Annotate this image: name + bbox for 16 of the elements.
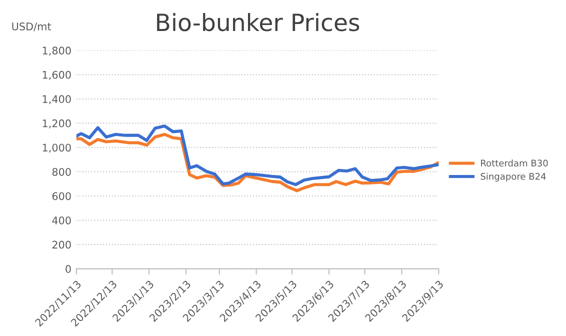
- line-series: [76, 132, 439, 192]
- legend-label: Rotterdam B30: [481, 160, 548, 167]
- y-tick-label: 1,200: [42, 119, 71, 128]
- y-tick-label: 800: [52, 168, 71, 176]
- y-tick-label: 0: [66, 265, 71, 273]
- y-tick-label: 1,600: [42, 70, 71, 80]
- y-tick-label: 1,000: [42, 144, 71, 153]
- y-tick-label: 600: [52, 192, 71, 200]
- chart-title: Bio-bunker Prices: [157, 13, 360, 32]
- y-tick-label: 1,400: [42, 95, 71, 104]
- y-tick-label: 200: [52, 240, 71, 249]
- y-tick-label: 400: [52, 216, 71, 224]
- line-series: [76, 124, 439, 186]
- y-tick-label: 1,800: [42, 46, 71, 56]
- y-axis-title: USD/mt: [12, 22, 52, 32]
- legend-label: Singapore B24: [480, 172, 546, 182]
